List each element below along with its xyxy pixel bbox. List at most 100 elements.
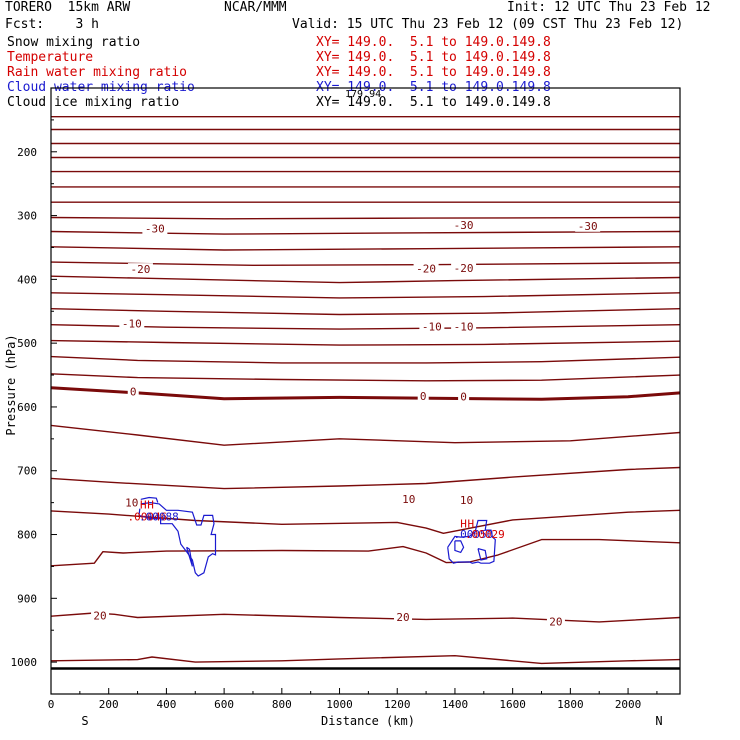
isotherm-line-22 [50,538,681,567]
isotherm-label: 20 [396,611,409,624]
field-label-rain: Rain water mixing ratio [7,65,188,80]
high-marker: H [147,499,154,512]
isotherm-label: 0 [460,391,467,404]
isotherm-label: -10 [122,317,142,330]
isotherm-label: 10 [125,497,138,510]
y-tick-label: 500 [17,337,37,350]
y-tick-label: 200 [17,146,37,159]
isotherm-line-14 [50,324,681,330]
y-tick-label: 900 [17,592,37,605]
isotherm-label-bg [119,317,145,330]
isotherm-label-bg [458,390,470,403]
x-axis-label: Distance (km) [321,714,415,728]
cloud-water-contour-5 [477,548,488,561]
model-title: TORERO 15km ARW [5,0,131,15]
x-tick-label: 1600 [499,698,526,711]
isotherm-line-24 [50,655,681,665]
field-label-snow: Snow mixing ratio [7,35,141,50]
cloud-water-contour-4 [454,540,465,554]
cloud-water-contour-1 [186,546,193,567]
isotherm-label: -20 [416,263,436,276]
isotherm-label-bg [413,262,439,275]
isotherm-label: -30 [578,220,598,233]
high-marker: H [460,518,467,531]
isotherm-label-bg [127,263,153,276]
cloud-water-contour-3 [447,519,496,564]
isotherm-label-bg [546,615,565,628]
x-tick-label: 1800 [557,698,584,711]
valid-time: Valid: 15 UTC Thu 23 Feb 12 (09 CST Thu … [292,17,684,32]
isotherm-label: -20 [454,262,474,275]
overlap-value: 179.94 [345,89,382,100]
isotherm-label-bg [394,610,413,623]
isotherm-line-7 [50,216,681,220]
x-tick-label: 2000 [615,698,642,711]
max-value-label: .00029 [465,528,505,541]
isotherm-label-bg [457,494,476,507]
isotherm-line-23 [50,612,681,623]
y-tick-label: 600 [17,401,37,414]
isotherm-line-21 [50,509,681,534]
field-label-temperature: Temperature [7,50,94,65]
isotherm-line-8 [50,230,681,235]
isotherm-label: 20 [93,610,106,623]
cloud-water-layer [138,496,496,577]
isotherm-line-19 [50,424,681,446]
x-tick-label: 1000 [326,698,353,711]
isotherm-label: 10 [402,493,415,506]
y-tick-label: 300 [17,210,37,223]
isotherm-label: -30 [145,222,165,235]
isotherm-label: -10 [422,321,442,334]
x-tick-label: 200 [99,698,119,711]
isotherm-label-bg [417,390,429,403]
isotherm-line-17 [50,373,681,382]
y-tick-label: 1000 [11,656,38,669]
field-xy-rain: XY= 149.0. 5.1 to 149.0.149.8 [316,65,551,80]
x-end-label-north: N [655,714,662,728]
contour-label-layer: -30 -30 -30 -20 -20 -20 -10 -10 -10 0 0 0 10 10 10 20 20… [91,219,601,628]
field-xy-temperature: XY= 149.0. 5.1 to 149.0.149.8 [316,50,551,65]
isotherm-label-bg [127,385,139,398]
isotherm-label: -10 [454,321,474,334]
isotherm-label: -20 [131,263,151,276]
isotherm-label-bg [575,219,601,232]
isotherm-line-13 [50,308,681,316]
x-tick-label: 1200 [384,698,411,711]
x-tick-label: 600 [214,698,234,711]
isotherm-label-bg [142,222,168,235]
isotherm-line-18 [50,386,681,401]
field-label-cloud-ice: Cloud ice mixing ratio [7,95,180,110]
isotherm-line-9 [50,246,681,251]
isotherm-label: 0 [420,390,427,403]
field-xy-snow: XY= 149.0. 5.1 to 149.0.149.8 [316,35,551,50]
isotherm-line-15 [50,339,681,346]
forecast-hour: Fcst: 3 h [5,17,99,32]
isotherm-line-20 [50,466,681,490]
isotherm-label-bg [399,492,418,505]
isotherm-line-16 [50,355,681,364]
plot-frame [50,87,681,695]
init-time: Init: 12 UTC Thu 23 Feb 12 [507,0,711,15]
isotherm-label-bg [419,320,445,333]
x-tick-label: 400 [156,698,176,711]
isotherm-label: 10 [460,494,473,507]
cloud-water-contour-0 [138,501,217,577]
y-axis-label: Pressure (hPa) [4,334,18,435]
isotherm-label-bg [451,219,477,232]
center-title: NCAR/MMM [224,0,287,15]
isotherm-label-bg [451,261,477,274]
x-tick-label: 0 [48,698,55,711]
isotherm-label: 0 [130,386,137,399]
high-marker: H [140,499,147,512]
isotherm-layer [50,115,681,665]
max-value-label: .00046 [127,511,167,524]
isotherm-label: 20 [549,615,562,628]
field-xy-cloud-ice: XY= 149.0. 5.1 to 149.0.149.8 [316,95,551,110]
isotherm-label: -30 [454,219,474,232]
max-value-label: .00050 [454,528,494,541]
high-marker: H [468,518,475,531]
max-value-label: .00088 [139,511,179,524]
isotherm-line-11 [50,275,681,284]
isotherm-label-bg [451,320,477,333]
